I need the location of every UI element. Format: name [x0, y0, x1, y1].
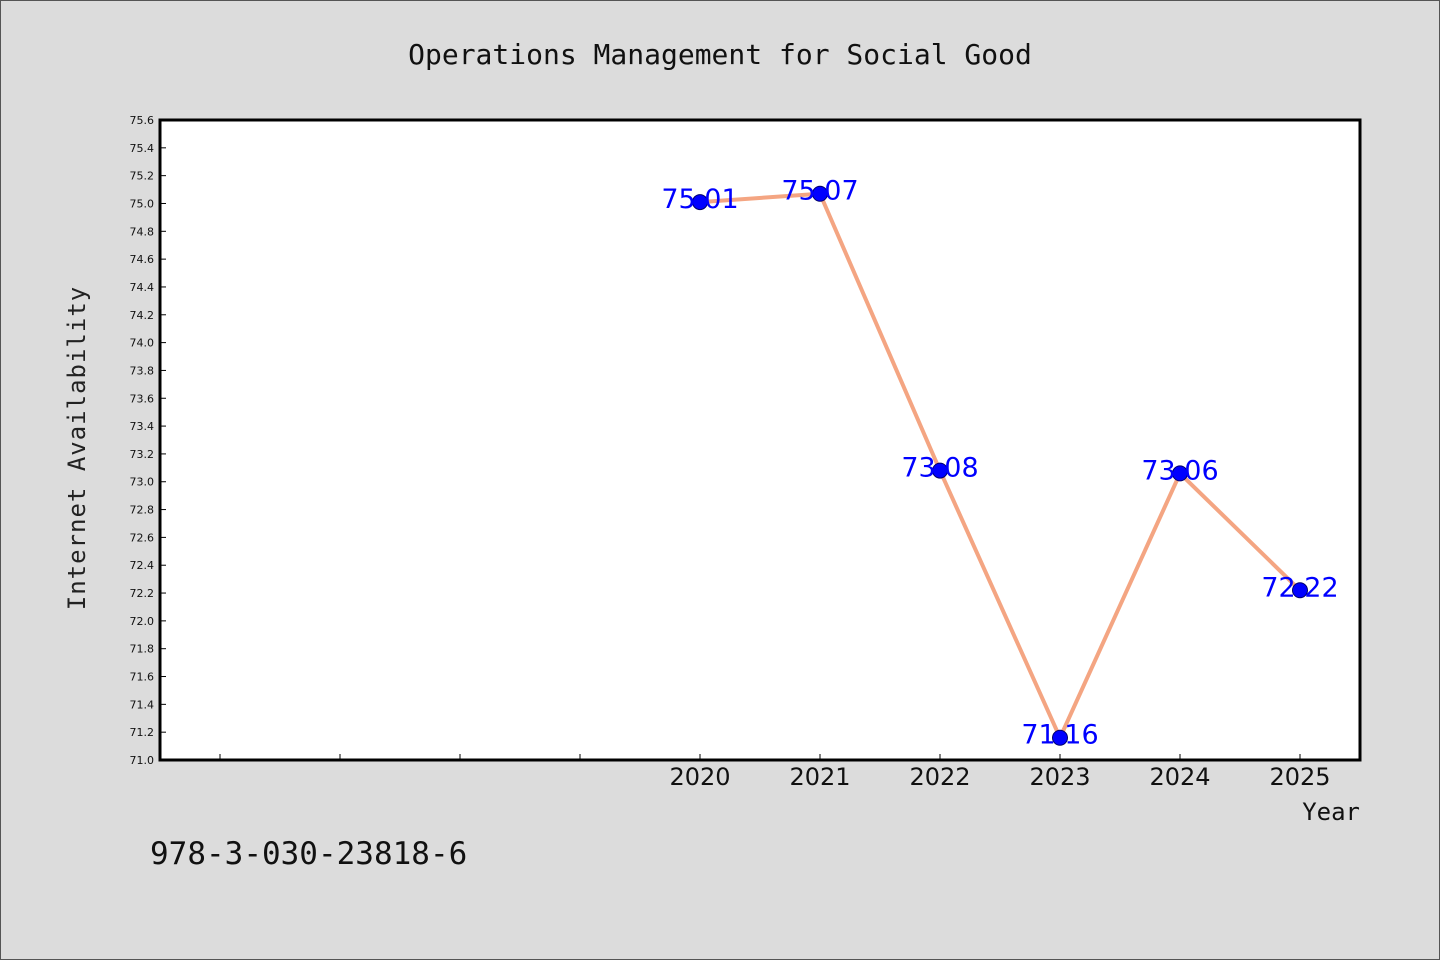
data-point [812, 185, 828, 202]
data-point [1292, 582, 1308, 599]
y-tick-label: 71.0 [130, 754, 155, 767]
y-tick-label: 71.6 [130, 671, 155, 684]
y-tick-label: 73.4 [130, 420, 155, 433]
y-tick-label: 72.8 [130, 504, 155, 517]
y-tick-label: 72.0 [130, 615, 155, 628]
y-tick-label: 74.8 [130, 225, 155, 238]
y-tick-label: 74.2 [130, 309, 155, 322]
x-tick-label: 2023 [1029, 763, 1090, 791]
data-point [692, 194, 708, 211]
x-axis: 2020 2021 2022 2023 2024 2025 [219, 754, 1331, 791]
x-tick-label: 2024 [1149, 763, 1210, 791]
chart-title: Operations Management for Social Good [408, 38, 1032, 71]
y-tick-label: 74.4 [130, 281, 155, 294]
y-tick-label: 73.2 [130, 448, 155, 461]
data-label: 73.06 [1141, 455, 1218, 486]
y-tick-label: 72.6 [130, 531, 155, 544]
y-tick-label: 71.4 [130, 698, 155, 711]
data-series [692, 185, 1308, 746]
data-label: 72.22 [1261, 572, 1338, 603]
data-label: 75.07 [781, 176, 858, 207]
y-tick-label: 75.6 [130, 114, 155, 127]
x-axis-label: Year [1302, 798, 1360, 826]
series-line [699, 191, 1302, 740]
y-axis-label: Internet Availability [63, 286, 91, 610]
data-label: 71.16 [1021, 720, 1098, 751]
data-point [1172, 465, 1188, 482]
plot-area [158, 118, 1362, 762]
x-tick-label: 2022 [909, 763, 970, 791]
isbn-annotation: 978-3-030-23818-6 [150, 836, 467, 872]
y-tick-label: 72.4 [130, 559, 155, 572]
data-point [1052, 729, 1068, 746]
x-tick-label: 2020 [669, 763, 730, 791]
data-label: 73.08 [901, 453, 978, 484]
y-tick-label: 74.6 [130, 253, 155, 266]
data-label: 75.01 [661, 184, 738, 215]
y-axis: 71.0 71.2 71.4 71.6 71.8 72.0 72.2 72.4 72.6 72.8… [130, 114, 166, 767]
y-tick-label: 73.6 [130, 392, 155, 405]
y-tick-label: 73.8 [130, 364, 155, 377]
y-tick-label: 71.8 [130, 643, 155, 656]
y-tick-label: 75.4 [130, 142, 155, 155]
y-tick-label: 72.2 [130, 587, 155, 600]
data-point [932, 462, 948, 479]
y-tick-label: 75.0 [130, 197, 155, 210]
y-tick-label: 74.0 [130, 337, 155, 350]
data-labels: 75.01 75.07 73.08 71.16 73.06 72.22 [661, 176, 1338, 751]
y-tick-label: 75.2 [130, 170, 155, 183]
y-tick-label: 71.2 [130, 726, 155, 739]
y-tick-label: 73.0 [130, 476, 155, 489]
x-tick-label: 2025 [1269, 763, 1330, 791]
x-tick-label: 2021 [789, 763, 850, 791]
